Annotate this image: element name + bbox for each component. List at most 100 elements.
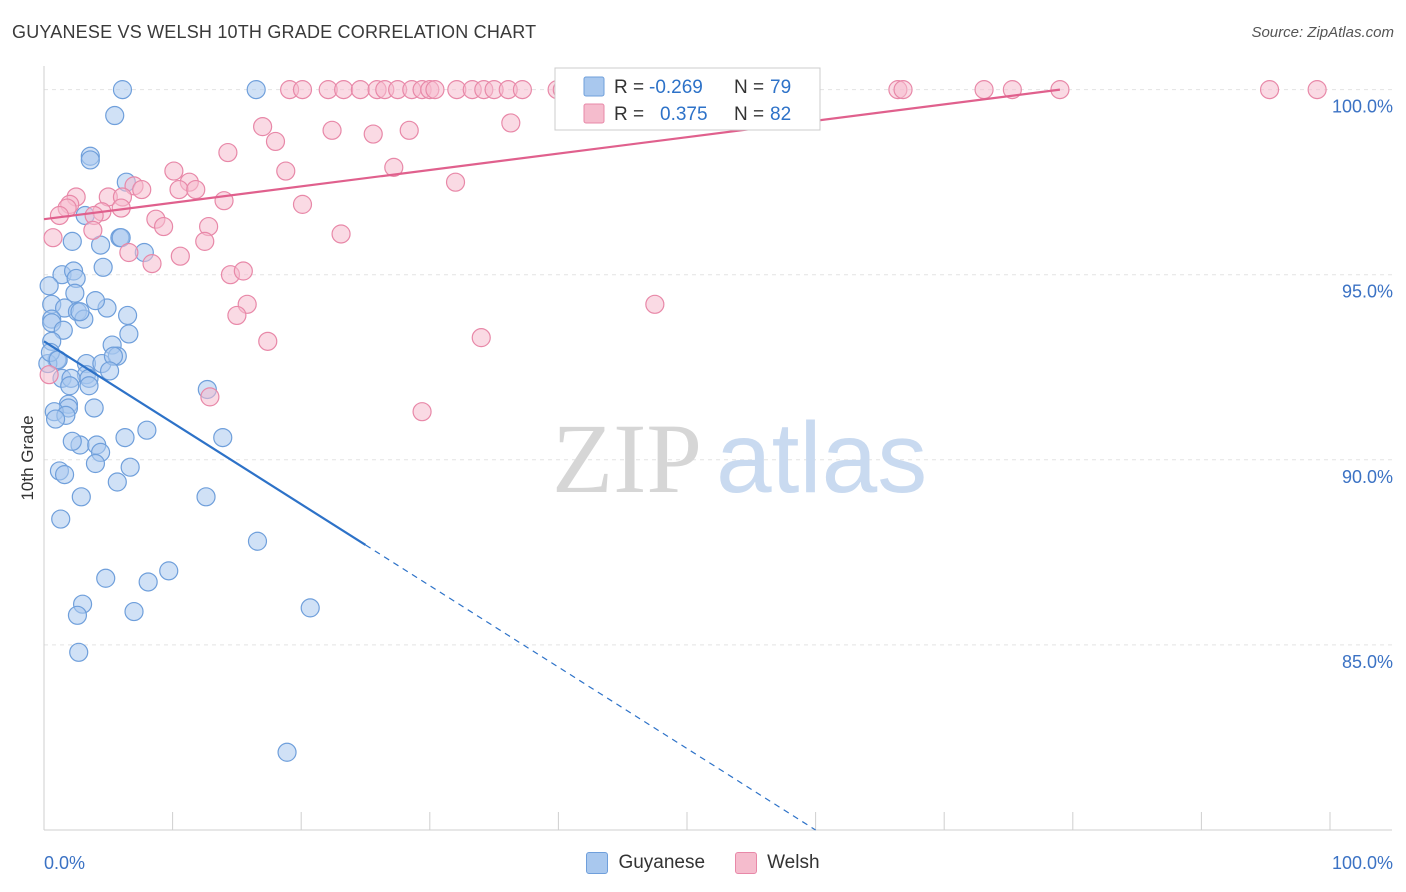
welsh-point — [363, 124, 383, 144]
legend-swatch-guyanese — [583, 76, 605, 97]
guyanese-point — [51, 509, 71, 529]
legend-r-label-guyanese: R = — [614, 77, 644, 98]
guyanese-point — [117, 305, 138, 326]
welsh-point — [169, 179, 189, 200]
guyanese-point — [115, 427, 135, 448]
x-tick-label-min: 0.0% — [44, 853, 85, 873]
guyanese-point — [111, 228, 131, 248]
guyanese-point — [246, 80, 266, 100]
welsh-point — [974, 80, 994, 100]
guyanese-point — [60, 376, 80, 396]
welsh-point — [445, 172, 466, 192]
welsh-point — [501, 113, 521, 133]
guyanese-point — [99, 361, 120, 381]
guyanese-point — [159, 561, 179, 581]
watermark-atlas: atlas — [716, 402, 927, 514]
legend-box: R = -0.269 N = 79 R = 0.375 N = 82 — [554, 67, 821, 131]
guyanese-point — [62, 231, 82, 251]
welsh-point — [350, 80, 370, 100]
welsh-point — [186, 179, 206, 200]
welsh-point — [276, 161, 296, 181]
welsh-point — [153, 216, 174, 237]
welsh-point — [43, 228, 63, 248]
trend-lines — [43, 88, 1061, 831]
guyanese-point — [90, 235, 111, 255]
guyanese-point — [138, 572, 158, 592]
guyanese-point — [196, 487, 216, 507]
legend-swatch-welsh — [583, 103, 605, 124]
welsh-point — [258, 331, 278, 351]
guyanese-point — [137, 420, 157, 440]
welsh-point — [218, 142, 238, 163]
welsh-point — [253, 117, 273, 137]
welsh-point — [39, 365, 59, 385]
welsh-point — [195, 231, 215, 251]
legend-n-value-guyanese: 79 — [770, 77, 791, 98]
guyanese-point — [105, 105, 125, 126]
welsh-point — [227, 305, 247, 326]
legend-r-label-welsh: R = — [614, 104, 644, 125]
y-tick-labels: 85.0% 90.0% 95.0% 100.0% — [1332, 97, 1393, 672]
welsh-point — [83, 220, 103, 240]
guyanese-point — [84, 398, 104, 418]
guyanese-point — [96, 568, 116, 588]
guyanese-point — [62, 431, 82, 451]
legend-n-label-welsh: N = — [734, 104, 764, 125]
welsh-trend-line — [43, 88, 1061, 221]
guyanese-point — [107, 472, 127, 492]
guyanese-point — [79, 376, 99, 396]
bottom-legend: Guyanese Welsh — [0, 852, 1406, 874]
x-tick-label-max: 100.0% — [1332, 853, 1393, 873]
y-tick-label: 100.0% — [1332, 97, 1393, 117]
guyanese-point — [124, 601, 144, 622]
guyanese-point — [53, 320, 73, 340]
guyanese-swatch — [586, 852, 609, 874]
guyanese-point — [69, 642, 89, 662]
guyanese-point — [70, 302, 90, 322]
guyanese-point — [67, 605, 88, 625]
welsh-point — [292, 194, 313, 214]
welsh-point — [645, 294, 665, 314]
guyanese-point — [93, 257, 113, 277]
welsh-point — [322, 120, 342, 140]
guyanese-point — [300, 598, 320, 618]
welsh-point — [331, 224, 351, 244]
guyanese-point — [213, 427, 233, 448]
guyanese-point — [71, 487, 91, 507]
guyanese-point — [45, 409, 66, 429]
gridlines — [44, 89, 1392, 646]
y-tick-label: 85.0% — [1342, 652, 1393, 672]
guyanese-point — [85, 291, 106, 311]
legend-r-value-welsh: 0.375 — [660, 104, 708, 125]
welsh-point — [142, 254, 162, 274]
welsh-point — [412, 402, 432, 422]
welsh-point — [893, 80, 913, 100]
legend-r-value-guyanese: -0.269 — [649, 77, 703, 98]
guyanese-trend-line — [43, 340, 367, 546]
guyanese-point — [119, 324, 139, 344]
y-tick-label: 90.0% — [1342, 467, 1393, 487]
welsh-point — [200, 387, 220, 407]
welsh-label: Welsh — [767, 852, 820, 873]
guyanese-point — [54, 465, 75, 485]
welsh-point — [132, 179, 152, 200]
welsh-point — [119, 242, 139, 263]
guyanese-point — [247, 531, 268, 551]
welsh-point — [233, 261, 253, 281]
guyanese-point — [80, 150, 100, 170]
guyanese-point — [112, 80, 133, 100]
welsh-point — [334, 80, 354, 100]
welsh-point — [512, 80, 532, 100]
guyanese-point — [277, 742, 297, 762]
welsh-point — [384, 157, 404, 177]
legend-item-guyanese[interactable]: Guyanese — [586, 852, 705, 874]
welsh-point — [1259, 80, 1280, 100]
guyanese-trend-extension — [365, 544, 816, 831]
x-tick-labels: 0.0% 100.0% — [44, 853, 1393, 873]
welsh-point — [164, 161, 184, 181]
guyanese-point — [65, 283, 85, 303]
watermark-zip: ZIP — [552, 403, 702, 514]
welsh-point — [170, 246, 190, 266]
legend-item-welsh[interactable]: Welsh — [735, 852, 820, 874]
